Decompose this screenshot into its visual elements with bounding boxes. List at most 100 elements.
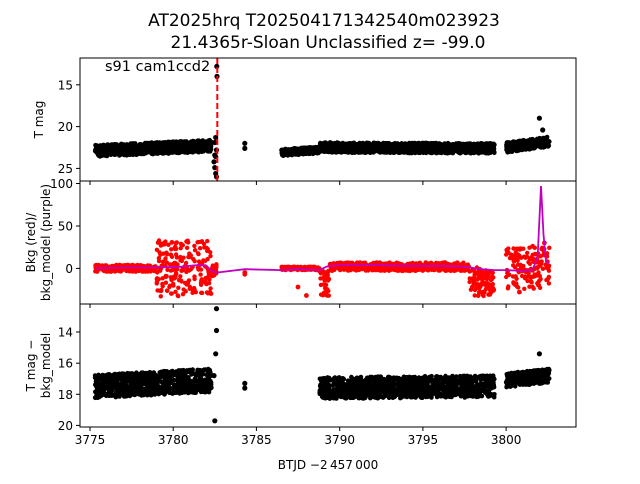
bkg-point bbox=[114, 263, 118, 267]
top-data-point bbox=[195, 142, 200, 147]
bkg-point bbox=[196, 240, 200, 244]
bkg-point bbox=[424, 261, 428, 265]
bkg-point bbox=[346, 268, 350, 272]
bkg-point bbox=[124, 269, 128, 273]
top-data-point bbox=[185, 148, 190, 153]
bottom-data-point bbox=[135, 390, 140, 395]
top-data-point bbox=[377, 145, 382, 150]
middle-y-axis-label: bkg_model (purple) bbox=[39, 184, 53, 301]
bkg-point bbox=[160, 282, 164, 286]
top-data-point bbox=[478, 148, 483, 153]
bkg-point bbox=[448, 267, 452, 271]
bkg-point bbox=[171, 268, 175, 272]
bkg-point bbox=[181, 292, 185, 296]
bkg-point bbox=[170, 240, 174, 244]
top-data-point bbox=[492, 146, 497, 151]
top-data-point bbox=[155, 144, 160, 149]
top-data-point bbox=[122, 142, 127, 147]
bkg-point bbox=[519, 265, 523, 269]
bkg-point bbox=[513, 253, 517, 257]
bottom-data-point bbox=[194, 386, 199, 391]
top-data-point bbox=[344, 148, 349, 153]
top-data-point bbox=[540, 143, 545, 148]
bkg-point bbox=[186, 281, 190, 285]
middle-y-tick-label: 100 bbox=[50, 177, 73, 191]
bkg-point bbox=[507, 273, 511, 277]
bkg-point bbox=[470, 285, 474, 289]
bkg-point bbox=[517, 254, 521, 258]
bkg-point bbox=[214, 264, 218, 268]
bottom-data-point bbox=[157, 392, 162, 397]
top-data-point bbox=[352, 141, 357, 146]
bkg-point bbox=[541, 267, 545, 271]
bottom-data-point bbox=[154, 382, 159, 387]
bkg-point bbox=[322, 278, 326, 282]
top-y-tick-label: 15 bbox=[58, 78, 73, 92]
bottom-data-point bbox=[193, 379, 198, 384]
bkg-point bbox=[176, 286, 180, 290]
bkg-point bbox=[163, 256, 167, 260]
bottom-data-point bbox=[189, 385, 194, 390]
bkg-point bbox=[478, 271, 482, 275]
bottom-data-point bbox=[148, 384, 153, 389]
top-data-point bbox=[125, 148, 130, 153]
top-data-point bbox=[181, 143, 186, 148]
top-data-point bbox=[428, 145, 433, 150]
bkg-point bbox=[401, 268, 405, 272]
bkg-point bbox=[156, 241, 160, 245]
ccd-annotation: s91 cam1ccd2 bbox=[105, 59, 210, 75]
top-data-point bbox=[535, 137, 540, 142]
top-data-point bbox=[109, 143, 114, 148]
bottom-data-point bbox=[94, 377, 99, 382]
top-data-point bbox=[143, 145, 148, 150]
top-data-point bbox=[168, 149, 173, 154]
bottom-data-point bbox=[145, 393, 150, 398]
bkg-point bbox=[318, 276, 322, 280]
bottom-data-point bbox=[205, 378, 210, 383]
bkg-point bbox=[179, 242, 183, 246]
bkg-point bbox=[179, 279, 183, 283]
bkg-point bbox=[165, 288, 169, 292]
bottom-data-point bbox=[96, 389, 101, 394]
top-data-point bbox=[537, 116, 542, 121]
bkg-point bbox=[204, 276, 208, 280]
top-data-point bbox=[307, 146, 312, 151]
bottom-data-point bbox=[135, 382, 140, 387]
bkg-point bbox=[491, 282, 495, 286]
top-data-point bbox=[512, 141, 517, 146]
bottom-data-point bbox=[122, 379, 127, 384]
top-data-point bbox=[492, 151, 497, 156]
bottom-data-point bbox=[105, 392, 110, 397]
bottom-data-point bbox=[158, 386, 163, 391]
top-data-point bbox=[131, 143, 136, 148]
top-data-point bbox=[138, 151, 143, 156]
chart-title-line-1: AT2025hrq T202504171342540m023923 bbox=[148, 11, 500, 31]
bottom-data-point bbox=[209, 386, 214, 391]
bkg-point bbox=[547, 269, 551, 273]
bkg-point bbox=[519, 247, 523, 251]
bkg-point bbox=[178, 274, 182, 278]
bkg-point bbox=[434, 261, 438, 265]
bkg-point bbox=[208, 254, 212, 258]
bottom-data-point bbox=[184, 380, 189, 385]
top-data-point bbox=[211, 159, 216, 164]
bkg-point bbox=[192, 244, 196, 248]
bottom-data-point bbox=[117, 392, 122, 397]
bkg-point bbox=[193, 259, 197, 263]
bkg-point bbox=[157, 256, 161, 260]
bkg-point bbox=[157, 250, 161, 254]
top-data-point bbox=[99, 154, 104, 159]
top-data-point bbox=[420, 150, 425, 155]
bottom-data-point bbox=[178, 389, 183, 394]
bottom-data-point bbox=[204, 388, 209, 393]
bottom-data-point bbox=[159, 375, 164, 380]
top-y-tick-label: 25 bbox=[58, 162, 73, 176]
bkg-point bbox=[525, 251, 529, 255]
bottom-data-point bbox=[134, 370, 139, 375]
bottom-data-point bbox=[193, 390, 198, 395]
top-data-point bbox=[506, 140, 511, 145]
bkg-point bbox=[377, 268, 381, 272]
top-data-point bbox=[434, 141, 439, 146]
bkg-point bbox=[537, 260, 541, 264]
bkg-point bbox=[104, 269, 108, 273]
